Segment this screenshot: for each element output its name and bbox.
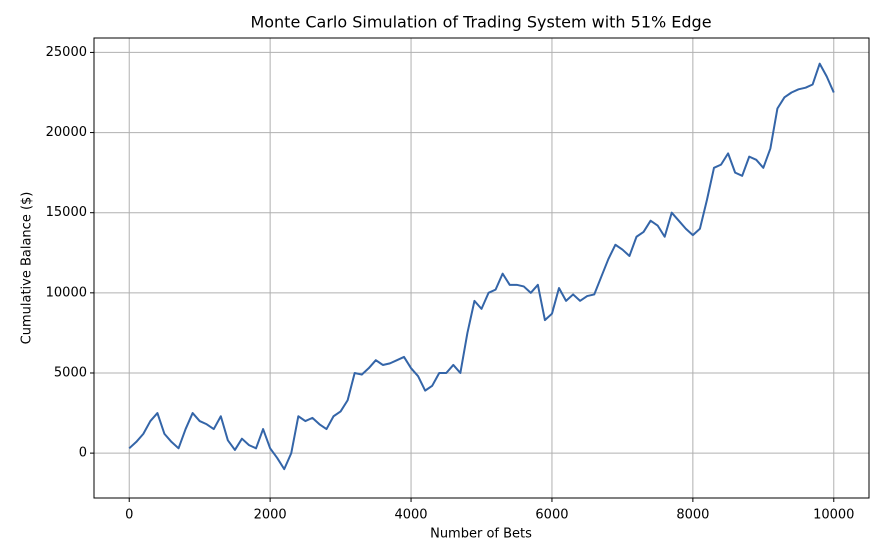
chart-title: Monte Carlo Simulation of Trading System… [250,13,711,32]
y-axis-label: Cumulative Balance ($) [20,192,35,345]
y-tick-label: 0 [79,446,87,461]
x-tick-label: 10000 [813,508,854,523]
x-tick-label: 4000 [394,508,427,523]
y-tick-label: 25000 [46,45,87,60]
x-tick-label: 6000 [535,508,568,523]
y-tick-label: 5000 [54,365,87,380]
y-tick-label: 10000 [46,285,87,300]
line [128,62,835,471]
x-tick-label: 8000 [676,508,709,523]
x-tick-label: 2000 [254,508,287,523]
y-tick-label: 15000 [46,205,87,220]
x-tick-label: 0 [125,508,133,523]
y-tick-label: 20000 [46,125,87,140]
x-axis-label: Number of Bets [430,527,532,542]
plot-frame [93,37,870,499]
